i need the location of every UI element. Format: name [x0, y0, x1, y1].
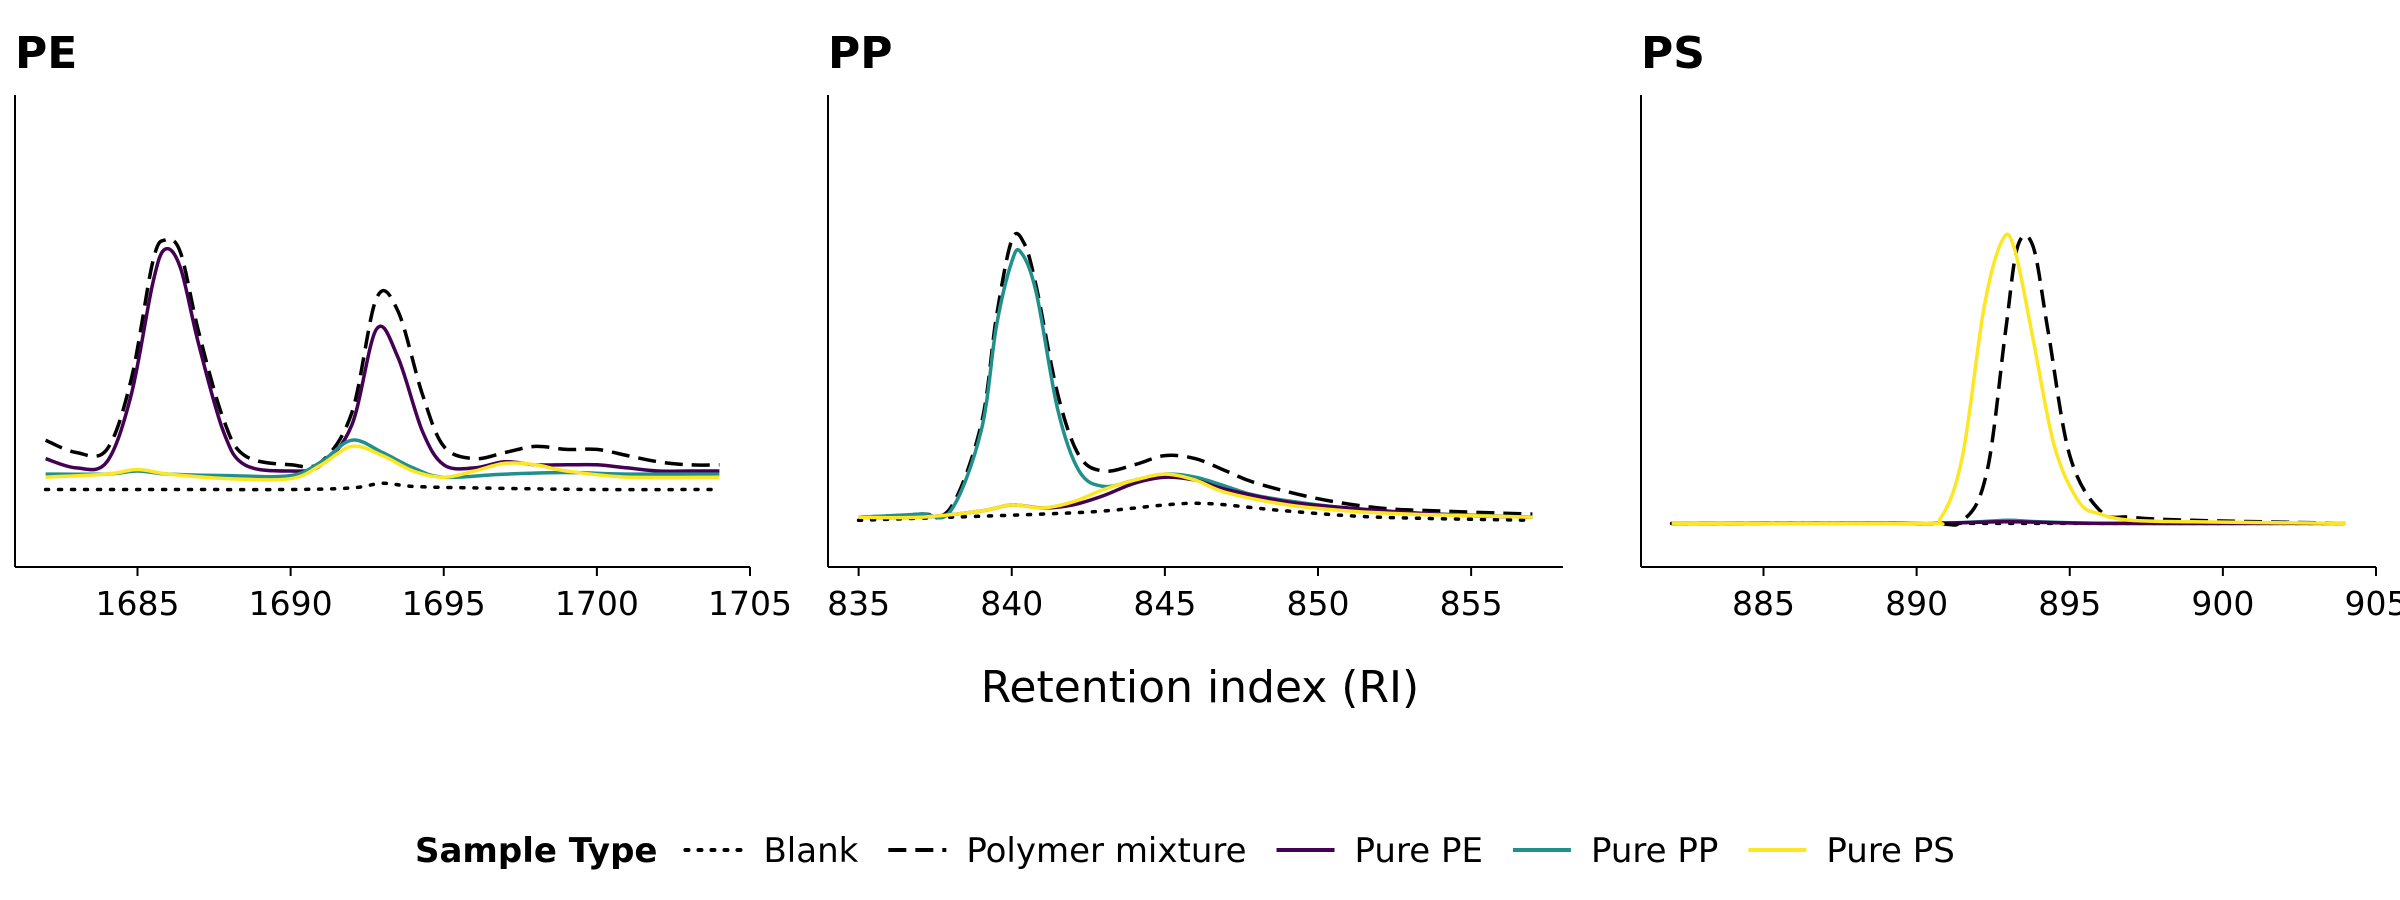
- series-line-blank: [856, 501, 1535, 523]
- series-line-pure-pe: [45, 246, 720, 473]
- x-tick-label: 845: [1133, 584, 1196, 623]
- legend-label: Pure PP: [1591, 831, 1718, 871]
- legend-label: Blank: [763, 831, 858, 871]
- series-line-pure-pp: [858, 247, 1533, 520]
- series-line-polymer-mixture: [1671, 233, 2346, 527]
- x-tick-label: 1685: [96, 584, 180, 623]
- series-line-polymer-mixture: [858, 231, 1533, 519]
- x-tick-label: 855: [1440, 584, 1503, 623]
- panel-ps: PS 885 890 895 900 905: [1640, 28, 2400, 623]
- x-tick-label: 885: [1732, 584, 1795, 623]
- x-tick-label: 850: [1287, 584, 1350, 623]
- x-tick-label: 1695: [402, 584, 486, 623]
- series-line-pure-ps: [1671, 232, 2346, 526]
- series-line-blank: [43, 481, 722, 492]
- x-tick-label: 890: [1885, 584, 1948, 623]
- x-tick-label: 840: [980, 584, 1043, 623]
- panel-pp: PP 835 840 845 850 855: [827, 28, 1563, 623]
- x-tick-label: 900: [2191, 584, 2254, 623]
- panel-title: PS: [1641, 28, 1705, 79]
- x-tick-label: 905: [2345, 584, 2400, 623]
- series-line-pure-ps: [858, 472, 1533, 520]
- legend-title: Sample Type: [415, 831, 657, 871]
- x-tick-label: 895: [2038, 584, 2101, 623]
- legend-label: Pure PE: [1355, 831, 1483, 871]
- legend: Sample Type Blank Polymer mixture Pure PE P…: [415, 831, 1955, 871]
- x-axis-title: Retention index (RI): [981, 662, 1419, 713]
- panel-pe: PE 1685 1690 1695 1700 1705: [14, 28, 792, 623]
- legend-label: Polymer mixture: [966, 831, 1246, 871]
- legend-label: Pure PS: [1826, 831, 1955, 871]
- x-tick-label: 835: [827, 584, 890, 623]
- panel-title: PE: [15, 28, 77, 79]
- x-tick-label: 1705: [708, 584, 792, 623]
- series-line-polymer-mixture: [44, 237, 720, 469]
- x-tick-label: 1700: [555, 584, 639, 623]
- series-line-pure-ps: [45, 444, 720, 482]
- panel-title: PP: [828, 28, 893, 79]
- x-tick-label: 1690: [249, 584, 333, 623]
